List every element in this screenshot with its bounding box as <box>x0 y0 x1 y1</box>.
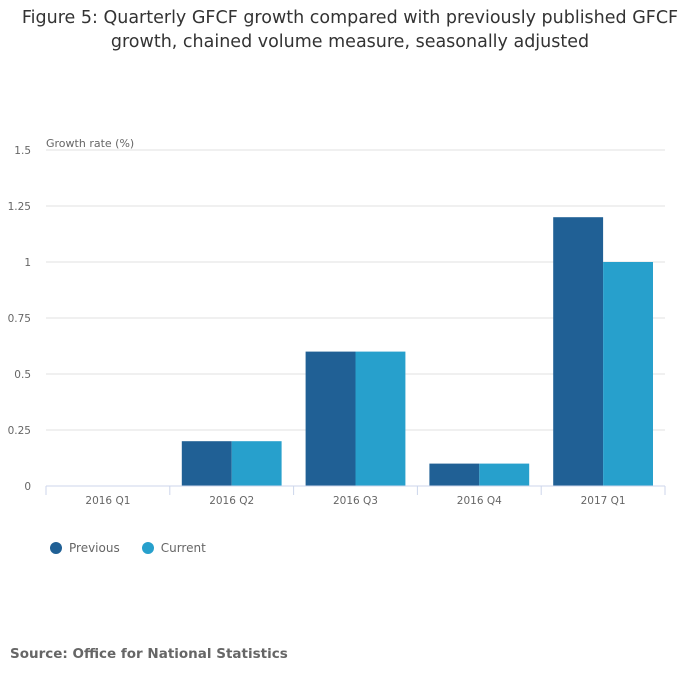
legend-item-previous[interactable]: Previous <box>50 541 120 555</box>
bar-previous <box>553 217 604 486</box>
y-tick-label: 0.75 <box>8 313 31 325</box>
legend-label: Current <box>160 541 206 555</box>
legend: Previous Current <box>50 541 206 555</box>
bar-current <box>231 441 282 486</box>
legend-item-current[interactable]: Current <box>141 541 206 555</box>
y-tick-label: 1 <box>24 257 31 269</box>
chart-title: Figure 5: Quarterly GFCF growth compared… <box>21 8 679 52</box>
y-tick-label: 0.5 <box>14 369 31 381</box>
x-tick-label: 2016 Q2 <box>209 495 254 507</box>
bar-current <box>479 463 530 486</box>
y-tick-label: 0 <box>24 481 31 493</box>
legend-marker-icon <box>50 542 62 554</box>
x-tick-label: 2017 Q1 <box>581 495 626 507</box>
y-tick-label: 0.25 <box>8 425 31 437</box>
bar-current <box>603 262 653 486</box>
y-tick-label: 1.5 <box>14 145 31 157</box>
bar-previous <box>429 463 480 486</box>
bar-previous <box>181 441 232 486</box>
y-axis-label: Growth rate (%) <box>46 137 134 150</box>
legend-marker-icon <box>141 542 154 554</box>
x-tick-label: 2016 Q3 <box>333 495 378 507</box>
x-tick-label: 2016 Q1 <box>85 495 130 507</box>
legend-label: Previous <box>69 541 120 555</box>
y-tick-label: 1.25 <box>8 201 31 213</box>
x-tick-label: 2016 Q4 <box>457 495 502 507</box>
bar-previous <box>305 351 356 486</box>
source-note: Source: Office for National Statistics <box>10 646 288 662</box>
bar-current <box>355 351 406 486</box>
